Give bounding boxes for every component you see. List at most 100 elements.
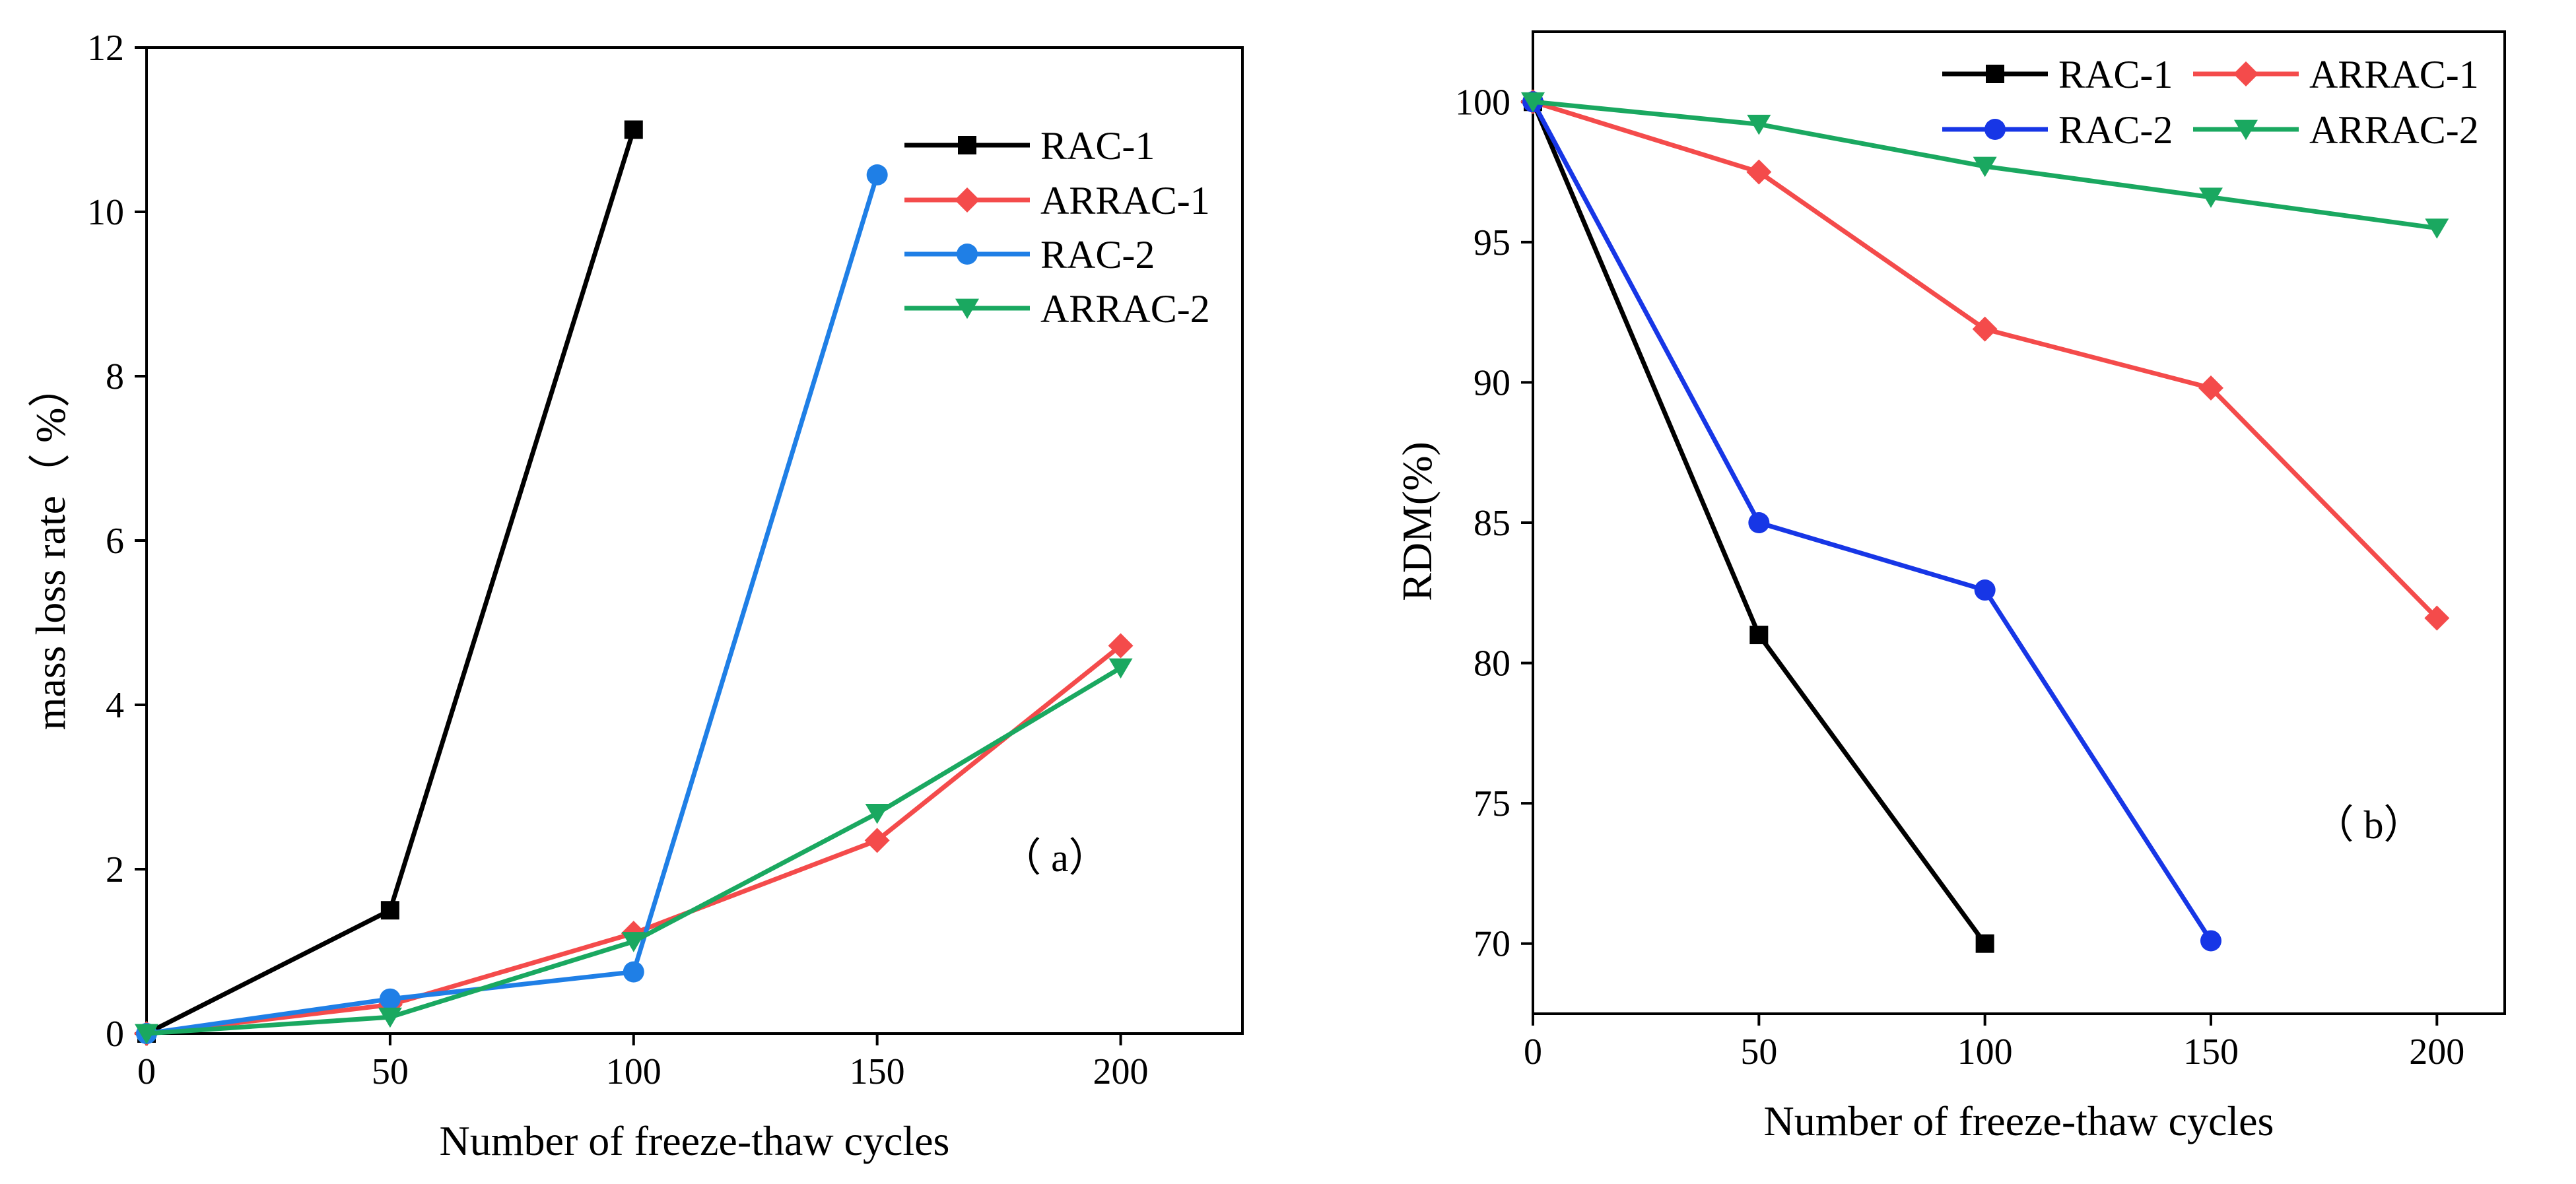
series-line-rac-2-b	[1530, 100, 2213, 942]
legend-marker-rac-1-a	[958, 136, 976, 154]
data-point-arrac-1-a-150	[864, 828, 890, 853]
x-tick-label-a-0: 0	[137, 1051, 156, 1092]
series-a	[134, 120, 1134, 1046]
series-arrac-1-a	[134, 633, 1134, 1046]
data-point-arrac-1-b-150	[2198, 375, 2223, 401]
data-point-arrac-2-b-200	[2425, 218, 2449, 239]
data-point-arrac-1-a-200	[1108, 633, 1134, 659]
y-tick-label-a-10: 10	[87, 192, 124, 233]
series-rac-1-a	[137, 120, 643, 1043]
chart-panel-a: 0 50 100 150 200 0 2 4 6 8 10 12 RAC-1 ARRAC-1 RAC-2 A…	[27, 28, 1244, 1164]
legend-marker-rac-2-b	[1984, 119, 2006, 140]
y-tick-label-a-0: 0	[106, 1014, 124, 1055]
data-point-rac-2-a-50	[379, 988, 401, 1010]
data-point-arrac-2-b-150	[2198, 187, 2223, 209]
legend-label-arrac-2-a: ARRAC-2	[1040, 287, 1210, 331]
data-point-rac-2-b-150	[2200, 930, 2221, 952]
y-axis-title-a: mass loss rate（ %）	[27, 366, 74, 731]
panel-label-b: （ b）	[2315, 803, 2423, 847]
data-point-rac-2-b-100	[1974, 579, 1996, 601]
legend-item-arrac-2-b: ARRAC-2	[2193, 108, 2479, 152]
data-point-rac-1-b-50	[1749, 626, 1769, 645]
series-b	[1520, 89, 2450, 953]
data-point-arrac-2-a-150	[865, 803, 889, 824]
data-point-rac-2-a-150	[866, 164, 888, 185]
y-tick-label-b-80: 80	[1474, 643, 1510, 684]
chart-panel-b: 0 50 100 150 200 70 75 80 85 90 95 100 RAC-1 ARRAC-1…	[1394, 30, 2506, 1144]
y-tick-label-a-8: 8	[106, 356, 124, 397]
legend-item-arrac-1-a: ARRAC-1	[904, 179, 1210, 222]
x-tick-label-b-150: 150	[2183, 1032, 2239, 1072]
data-point-rac-2-b-50	[1748, 512, 1770, 533]
series-rac-2-a	[136, 164, 888, 1044]
legend-item-rac-2-b: RAC-2	[1942, 108, 2173, 152]
series-line-arrac-1-b	[1532, 99, 2439, 620]
data-point-arrac-2-a-0	[135, 1024, 158, 1045]
x-tick-label-a-50: 50	[372, 1051, 409, 1092]
legend-marker-arrac-2-a	[955, 298, 979, 319]
legend-label-arrac-1-a: ARRAC-1	[1040, 179, 1210, 222]
series-line-rac-2-a	[146, 174, 880, 1036]
data-point-arrac-1-b-200	[2424, 605, 2450, 631]
y-tick-label-a-4: 4	[106, 685, 124, 726]
legend-b: RAC-1 ARRAC-1 RAC-2 ARRAC-2	[1942, 53, 2479, 152]
legend-item-arrac-1-b: ARRAC-1	[2193, 53, 2479, 96]
data-point-arrac-2-b-0	[1521, 92, 1545, 113]
y-tick-label-b-75: 75	[1474, 783, 1510, 824]
legend-label-rac-2-b: RAC-2	[2058, 108, 2173, 152]
x-axis-title-b: Number of freeze-thaw cycles	[1764, 1098, 2274, 1144]
legend-label-arrac-1-b: ARRAC-1	[2309, 53, 2479, 96]
y-tick-label-a-2: 2	[106, 849, 124, 890]
series-rac-2-b	[1522, 91, 2221, 952]
legend-marker-arrac-2-b	[2234, 119, 2258, 141]
panel-label-a: （ a）	[1001, 836, 1108, 880]
legend-marker-rac-2-a	[957, 244, 978, 265]
y-tick-label-b-85: 85	[1474, 503, 1510, 544]
y-axis-title-b: RDM(%)	[1394, 442, 1441, 601]
legend-item-rac-2-a: RAC-2	[904, 233, 1155, 277]
legend-marker-arrac-1-a	[955, 187, 980, 213]
legend-a: RAC-1 ARRAC-1 RAC-2 ARRAC-2	[904, 124, 1210, 331]
x-tick-label-b-200: 200	[2409, 1032, 2464, 1072]
series-arrac-2-a	[135, 658, 1133, 1045]
series-line-rac-1-a	[145, 129, 636, 1036]
data-point-rac-1-b-100	[1975, 934, 1994, 953]
x-tick-label-b-50: 50	[1740, 1032, 1777, 1072]
legend-label-rac-2-a: RAC-2	[1040, 233, 1155, 277]
ticks-b: 0 50 100 150 200 70 75 80 85 90 95 100	[1455, 82, 2464, 1072]
data-point-arrac-1-b-50	[1746, 159, 1772, 185]
data-point-arrac-2-b-100	[1973, 156, 1997, 178]
legend-item-arrac-2-a: ARRAC-2	[904, 287, 1210, 331]
y-tick-label-b-100: 100	[1455, 82, 1510, 123]
data-point-arrac-2-a-50	[378, 1007, 402, 1028]
data-point-arrac-1-b-100	[1972, 316, 1998, 342]
data-point-rac-1-a-100	[624, 120, 643, 139]
plot-frame-b	[1532, 30, 2506, 1015]
legend-label-rac-1-b: RAC-1	[2058, 53, 2173, 96]
y-tick-label-b-95: 95	[1474, 222, 1510, 263]
data-point-rac-1-a-50	[380, 901, 399, 920]
y-tick-label-a-6: 6	[106, 521, 124, 562]
x-tick-label-b-0: 0	[1524, 1032, 1542, 1072]
legend-marker-rac-1-b	[1986, 65, 2004, 83]
y-tick-label-a-12: 12	[87, 28, 124, 69]
series-arrac-2-b	[1521, 92, 2449, 239]
y-tick-label-b-90: 90	[1474, 362, 1510, 403]
data-point-rac-2-a-100	[623, 961, 644, 983]
legend-label-arrac-2-b: ARRAC-2	[2309, 108, 2479, 152]
legend-marker-arrac-1-b	[2233, 61, 2258, 86]
data-point-arrac-2-a-200	[1108, 658, 1133, 679]
x-tick-label-b-100: 100	[1957, 1032, 2013, 1072]
data-point-arrac-2-b-50	[1747, 114, 1771, 135]
x-axis-title-a: Number of freeze-thaw cycles	[440, 1117, 950, 1164]
y-tick-label-b-70: 70	[1474, 924, 1510, 965]
legend-label-rac-1-a: RAC-1	[1040, 124, 1155, 168]
x-tick-label-a-100: 100	[606, 1051, 661, 1092]
x-tick-label-a-150: 150	[850, 1051, 905, 1092]
legend-item-rac-1-b: RAC-1	[1942, 53, 2173, 96]
data-point-arrac-2-a-100	[621, 932, 646, 952]
x-tick-label-a-200: 200	[1093, 1051, 1149, 1092]
legend-item-rac-1-a: RAC-1	[904, 124, 1155, 168]
ticks-a: 0 50 100 150 200 0 2 4 6 8 10 12	[87, 28, 1149, 1092]
